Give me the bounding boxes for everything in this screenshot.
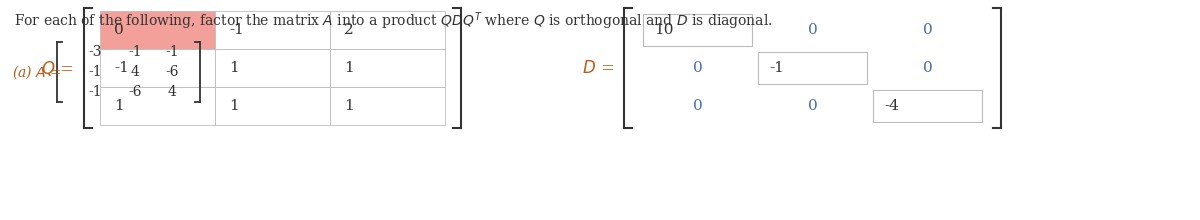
FancyBboxPatch shape — [330, 11, 445, 49]
Text: -1: -1 — [166, 45, 179, 59]
Text: $D$ =: $D$ = — [582, 59, 614, 77]
Text: 10: 10 — [654, 23, 673, 37]
Text: 1: 1 — [229, 99, 239, 113]
Text: 4: 4 — [168, 85, 176, 99]
Text: 0: 0 — [923, 23, 932, 37]
Text: $Q$ =: $Q$ = — [42, 59, 74, 77]
Text: 1: 1 — [344, 61, 354, 75]
FancyBboxPatch shape — [100, 87, 215, 125]
FancyBboxPatch shape — [758, 52, 866, 84]
Text: 4: 4 — [131, 65, 139, 79]
FancyBboxPatch shape — [215, 11, 330, 49]
Text: -1: -1 — [229, 23, 244, 37]
Text: 0: 0 — [808, 99, 817, 113]
FancyBboxPatch shape — [100, 11, 215, 49]
Text: -3: -3 — [89, 45, 102, 59]
Text: -1: -1 — [769, 61, 784, 75]
FancyBboxPatch shape — [330, 49, 445, 87]
FancyBboxPatch shape — [330, 87, 445, 125]
Text: (a) $A$ =: (a) $A$ = — [12, 63, 61, 81]
Text: -1: -1 — [88, 85, 102, 99]
Text: -1: -1 — [128, 45, 142, 59]
Text: 0: 0 — [692, 99, 702, 113]
FancyBboxPatch shape — [215, 87, 330, 125]
FancyBboxPatch shape — [215, 49, 330, 87]
FancyBboxPatch shape — [100, 49, 215, 87]
Text: -6: -6 — [128, 85, 142, 99]
Text: 1: 1 — [114, 99, 124, 113]
Text: -4: -4 — [884, 99, 899, 113]
Text: 0: 0 — [808, 23, 817, 37]
Text: For each of the following, factor the matrix $A$ into a product $QDQ^T$ where $Q: For each of the following, factor the ma… — [14, 10, 773, 32]
Text: 2: 2 — [344, 23, 354, 37]
FancyBboxPatch shape — [643, 14, 752, 46]
Text: 0: 0 — [923, 61, 932, 75]
Text: -1: -1 — [88, 65, 102, 79]
Text: 0: 0 — [692, 61, 702, 75]
Text: 0: 0 — [114, 23, 124, 37]
Text: 1: 1 — [344, 99, 354, 113]
Text: 1: 1 — [229, 61, 239, 75]
Text: -1: -1 — [114, 61, 128, 75]
Text: -6: -6 — [166, 65, 179, 79]
FancyBboxPatch shape — [874, 90, 982, 122]
